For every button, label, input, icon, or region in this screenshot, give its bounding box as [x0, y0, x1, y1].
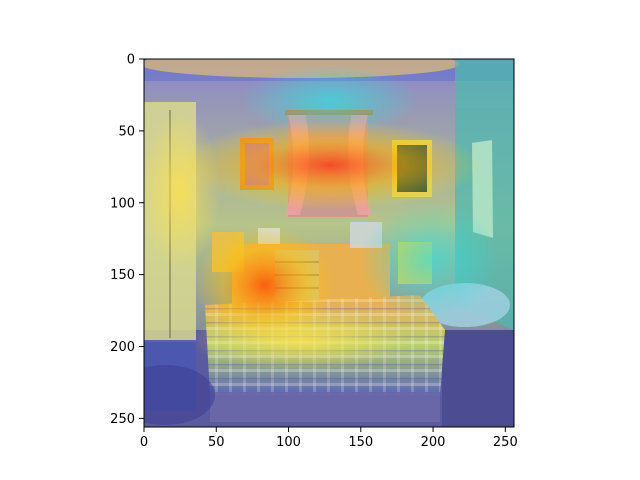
- y-tick-label: 150: [110, 268, 135, 283]
- x-tick-label: 50: [208, 435, 225, 450]
- y-tick-label: 0: [127, 53, 135, 68]
- axes-frame: [143, 58, 515, 428]
- x-tick-label: 0: [140, 435, 148, 450]
- x-axis: 0 50 100 150 200 250: [140, 427, 518, 450]
- y-tick-label: 50: [118, 124, 135, 139]
- y-tick-label: 200: [110, 340, 135, 355]
- heatmap-photo: [144, 59, 514, 427]
- y-tick-label: 100: [110, 196, 135, 211]
- x-tick-label: 200: [421, 435, 446, 450]
- x-tick-label: 250: [493, 435, 518, 450]
- x-tick-label: 100: [276, 435, 301, 450]
- y-tick-label: 250: [110, 412, 135, 427]
- y-axis: 0 50 100 150 200 250: [110, 53, 144, 427]
- x-tick-label: 150: [348, 435, 373, 450]
